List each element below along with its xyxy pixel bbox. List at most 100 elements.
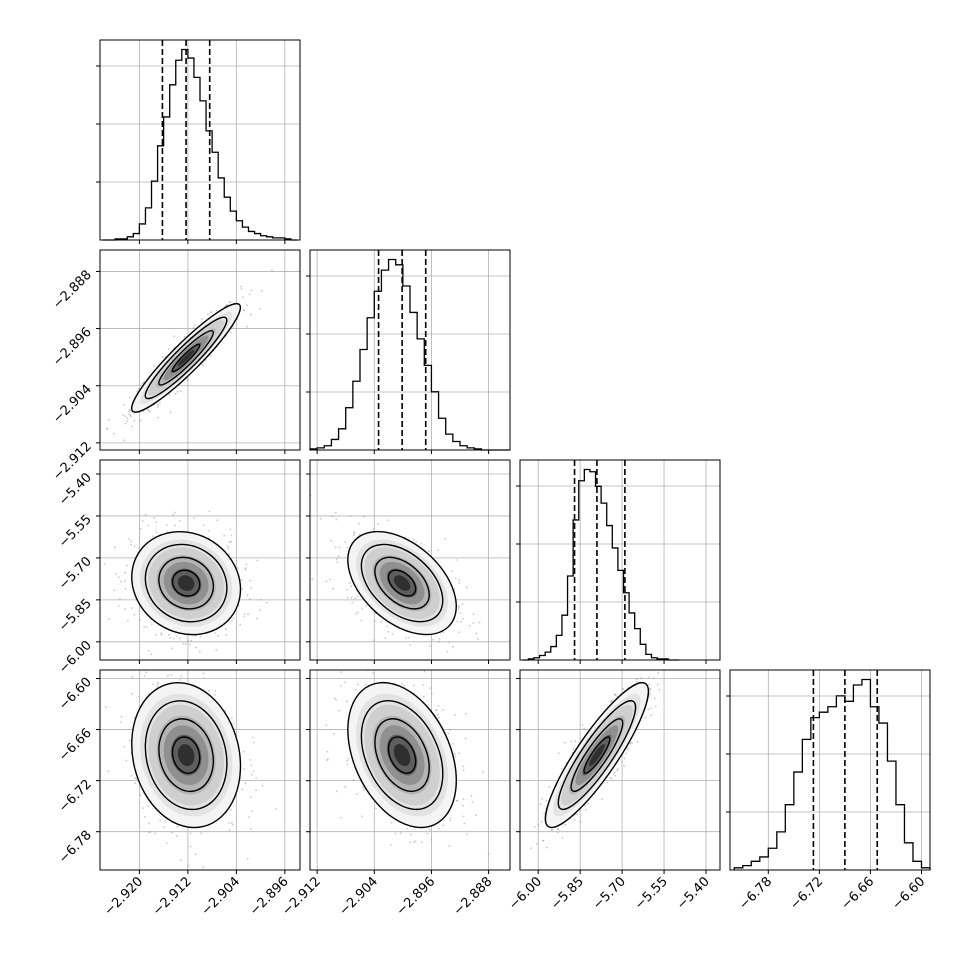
scatter-point: [120, 721, 122, 723]
scatter-point: [387, 519, 390, 522]
scatter-point: [142, 807, 144, 809]
scatter-point: [165, 842, 168, 844]
contour-line: [131, 682, 242, 829]
scatter-point: [611, 699, 613, 701]
scatter-point: [354, 688, 357, 691]
scatter-panel-3-1: [96, 459, 301, 661]
scatter-point: [410, 833, 412, 836]
contour-line: [347, 530, 457, 636]
scatter-point: [124, 571, 126, 574]
scatter-point: [151, 623, 153, 625]
scatter-point: [350, 585, 353, 588]
scatter-point: [161, 356, 164, 359]
scatter-point: [193, 324, 196, 327]
scatter-point: [124, 588, 127, 590]
y-tick-label: −6.78: [56, 828, 95, 867]
scatter-point: [228, 553, 230, 555]
scatter-point: [141, 519, 144, 522]
y-tick-label: −6.00: [56, 638, 95, 677]
scatter-point: [227, 547, 230, 549]
scatter-point: [259, 308, 261, 310]
scatter-point: [442, 824, 445, 827]
scatter-point: [155, 521, 158, 524]
scatter-point: [346, 596, 349, 599]
scatter-point: [128, 538, 131, 541]
scatter-content: [310, 667, 510, 870]
scatter-point: [657, 671, 660, 674]
scatter-point: [614, 693, 617, 696]
scatter-point: [114, 546, 116, 549]
scatter-point: [133, 419, 136, 422]
scatter-point: [362, 786, 364, 789]
histogram-background: [100, 40, 300, 240]
x-tick-label: −5.70: [590, 874, 629, 913]
scatter-point: [250, 764, 253, 767]
scatter-point: [648, 683, 650, 686]
scatter-point: [228, 301, 231, 303]
scatter-point: [458, 631, 461, 634]
scatter-point: [475, 632, 478, 635]
scatter-panel-4-2: [306, 667, 511, 871]
scatter-point: [201, 363, 204, 366]
scatter-point: [138, 536, 141, 539]
scatter-point: [251, 810, 254, 812]
scatter-point: [332, 587, 334, 590]
scatter-point: [574, 740, 577, 743]
scatter-point: [253, 741, 255, 744]
scatter-point: [130, 664, 132, 666]
y-tick-label: −2.896: [50, 325, 95, 370]
scatter-point: [346, 763, 349, 766]
scatter-point: [463, 822, 466, 825]
scatter-point: [170, 674, 173, 676]
scatter-point: [228, 541, 231, 543]
scatter-point: [256, 559, 259, 562]
scatter-point: [344, 541, 347, 544]
scatter-point: [348, 582, 351, 585]
scatter-point: [145, 671, 148, 674]
scatter-point: [415, 540, 418, 543]
scatter-point: [231, 823, 234, 826]
scatter-point: [556, 828, 559, 831]
scatter-point: [178, 637, 181, 640]
scatter-point: [128, 739, 131, 742]
scatter-point: [154, 832, 157, 835]
scatter-point: [623, 757, 626, 760]
scatter-point: [462, 798, 465, 801]
scatter-point: [240, 288, 243, 290]
scatter-point: [648, 676, 650, 679]
scatter-point: [217, 634, 219, 637]
scatter-point: [406, 828, 409, 830]
x-tick-label: −6.60: [890, 874, 929, 913]
scatter-point: [140, 419, 142, 422]
scatter-point: [587, 802, 589, 805]
scatter-point: [464, 737, 467, 740]
scatter-point: [183, 335, 186, 338]
scatter-point: [437, 705, 440, 707]
scatter-point: [354, 667, 356, 669]
scatter-point: [340, 671, 342, 674]
scatter-point: [449, 819, 451, 822]
x-tick-label: −6.66: [838, 874, 877, 913]
scatter-point: [428, 828, 431, 831]
density-level: [393, 744, 411, 767]
scatter-point: [337, 555, 340, 558]
scatter-point: [363, 788, 365, 791]
contour-line: [347, 681, 458, 829]
scatter-point: [209, 311, 212, 313]
scatter-point: [271, 269, 273, 272]
x-tick-label: −5.55: [632, 874, 671, 913]
scatter-point: [259, 609, 261, 611]
scatter-point: [454, 577, 457, 579]
x-tick-label: −2.888: [451, 874, 496, 919]
scatter-point: [390, 844, 392, 846]
histogram-frame: [519, 459, 721, 661]
scatter-point: [133, 613, 136, 616]
scatter-point: [465, 586, 468, 589]
scatter-point: [194, 853, 197, 856]
scatter-point: [147, 524, 150, 527]
y-tick-label: −5.70: [56, 554, 95, 593]
scatter-point: [311, 578, 314, 581]
scatter-point: [231, 717, 233, 719]
scatter-point: [246, 857, 249, 860]
